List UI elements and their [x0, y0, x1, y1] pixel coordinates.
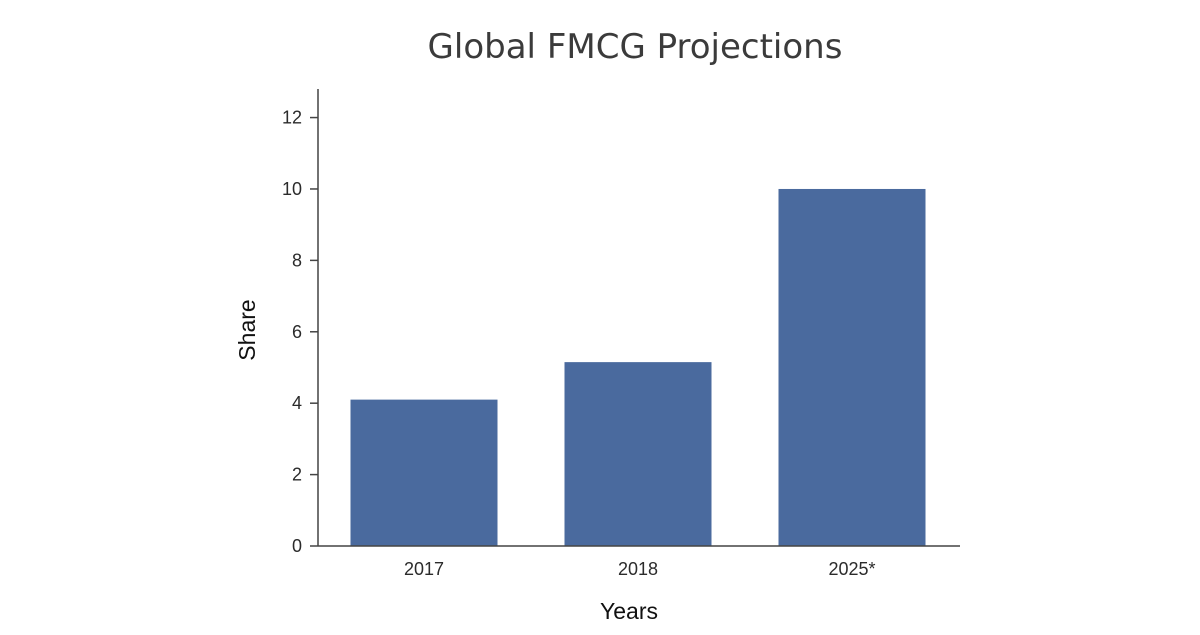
x-tick-label: 2018: [618, 559, 658, 579]
chart-title: Global FMCG Projections: [428, 27, 843, 67]
y-tick-label: 4: [292, 393, 302, 413]
y-tick-label: 8: [292, 250, 302, 270]
bar-2017: [350, 399, 498, 546]
bar-2025: [778, 188, 926, 546]
x-tick-label: 2025*: [828, 559, 875, 579]
x-tick-label: 2017: [404, 559, 444, 579]
y-tick-label: 6: [292, 322, 302, 342]
y-tick-label: 10: [282, 179, 302, 199]
y-tick-label: 2: [292, 465, 302, 485]
y-axis-ticks: 0 2 4 6 8 10 12: [282, 108, 318, 556]
bar-2018: [564, 362, 712, 546]
y-tick-label: 0: [292, 536, 302, 556]
y-tick-label: 12: [282, 108, 302, 128]
x-axis-label: Years: [600, 598, 658, 624]
bars-layer: [350, 188, 926, 546]
y-axis-label: Share: [234, 299, 260, 360]
x-axis-ticks: 2017 2018 2025*: [404, 559, 876, 579]
